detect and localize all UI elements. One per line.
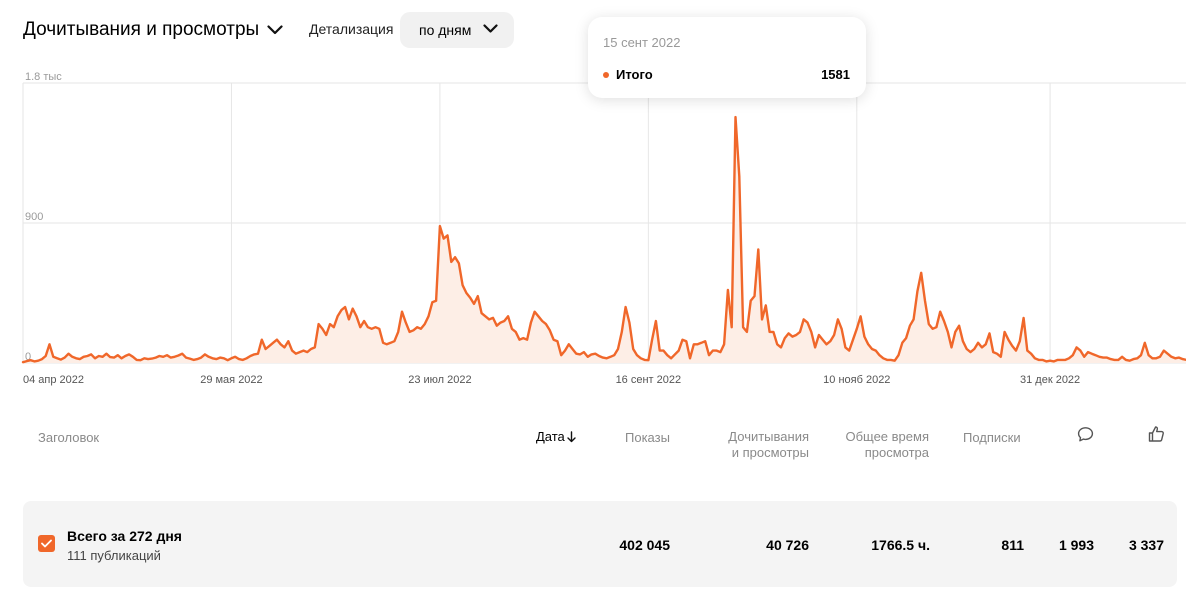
- like-icon[interactable]: [1148, 425, 1165, 447]
- total-checkbox[interactable]: [38, 535, 55, 552]
- total-subscriptions: 811: [1001, 537, 1024, 553]
- header-time-line1: Общее время: [845, 429, 929, 444]
- header-reads[interactable]: Дочитывания и просмотры: [727, 429, 809, 461]
- header-shows[interactable]: Показы: [625, 430, 670, 445]
- tooltip-date: 15 сент 2022: [603, 35, 681, 50]
- total-row[interactable]: Всего за 272 дня 111 публикаций 402 045 …: [23, 501, 1177, 587]
- total-comments: 1 993: [1058, 537, 1094, 553]
- x-tick-label: 10 нояб 2022: [823, 374, 890, 386]
- chevron-down-icon: [267, 25, 283, 35]
- total-publications: 111 публикаций: [67, 548, 161, 563]
- detail-select[interactable]: по дням: [400, 12, 514, 48]
- chart-tooltip: 15 сент 2022 Итого 1581: [588, 17, 866, 98]
- total-watch-time: 1766.5 ч.: [871, 537, 930, 553]
- arrow-down-icon: [567, 431, 576, 443]
- series-line-itogo: [21, 115, 1186, 364]
- total-title: Всего за 272 дня: [67, 528, 182, 544]
- x-tick-label: 23 июл 2022: [408, 374, 471, 386]
- metric-dropdown[interactable]: Дочитывания и просмотры: [23, 19, 283, 41]
- check-icon: [41, 539, 52, 548]
- tooltip-value: 1581: [821, 67, 850, 82]
- total-likes: 3 337: [1128, 537, 1164, 553]
- views-chart[interactable]: 1.8 тыс 900 0 04 апр 2022 29 мая 2022 23 июл …: [0, 60, 1186, 390]
- detail-select-value: по дням: [419, 22, 472, 38]
- series-area-itogo: [23, 117, 1186, 363]
- detail-label: Детализация: [309, 21, 394, 37]
- x-tick-label: 16 сент 2022: [616, 374, 682, 386]
- x-tick-label: 04 апр 2022: [23, 374, 84, 386]
- y-tick-label: 1.8 тыс: [25, 71, 62, 83]
- header-reads-line2: и просмотры: [731, 445, 809, 460]
- total-reads: 40 726: [766, 537, 809, 553]
- header-reads-line1: Дочитывания: [728, 429, 809, 444]
- header-time[interactable]: Общее время просмотра: [840, 429, 929, 461]
- header-date-label: Дата: [536, 429, 565, 444]
- header-title[interactable]: Заголовок: [38, 430, 100, 445]
- total-shows: 402 045: [619, 537, 670, 553]
- y-tick-label: 0: [25, 351, 31, 363]
- header-time-line2: просмотра: [864, 445, 929, 460]
- header-subscriptions[interactable]: Подписки: [963, 430, 1021, 445]
- series-dot-icon: [603, 72, 609, 78]
- tooltip-series-label: Итого: [616, 67, 653, 82]
- chevron-down-icon: [483, 24, 498, 33]
- comment-icon[interactable]: [1077, 426, 1094, 447]
- x-tick-label: 29 мая 2022: [200, 374, 262, 386]
- metric-title-row: Дочитывания и просмотры: [23, 12, 283, 48]
- metric-title: Дочитывания и просмотры: [23, 19, 260, 40]
- x-tick-label: 31 дек 2022: [1020, 374, 1080, 386]
- y-tick-label: 900: [25, 211, 43, 223]
- table-header: Заголовок Дата Показы Дочитывания и прос…: [0, 420, 1186, 470]
- header-date-sort[interactable]: Дата: [536, 429, 576, 445]
- chart-svg: 1.8 тыс 900 0 04 апр 2022 29 мая 2022 23 июл …: [21, 71, 1186, 386]
